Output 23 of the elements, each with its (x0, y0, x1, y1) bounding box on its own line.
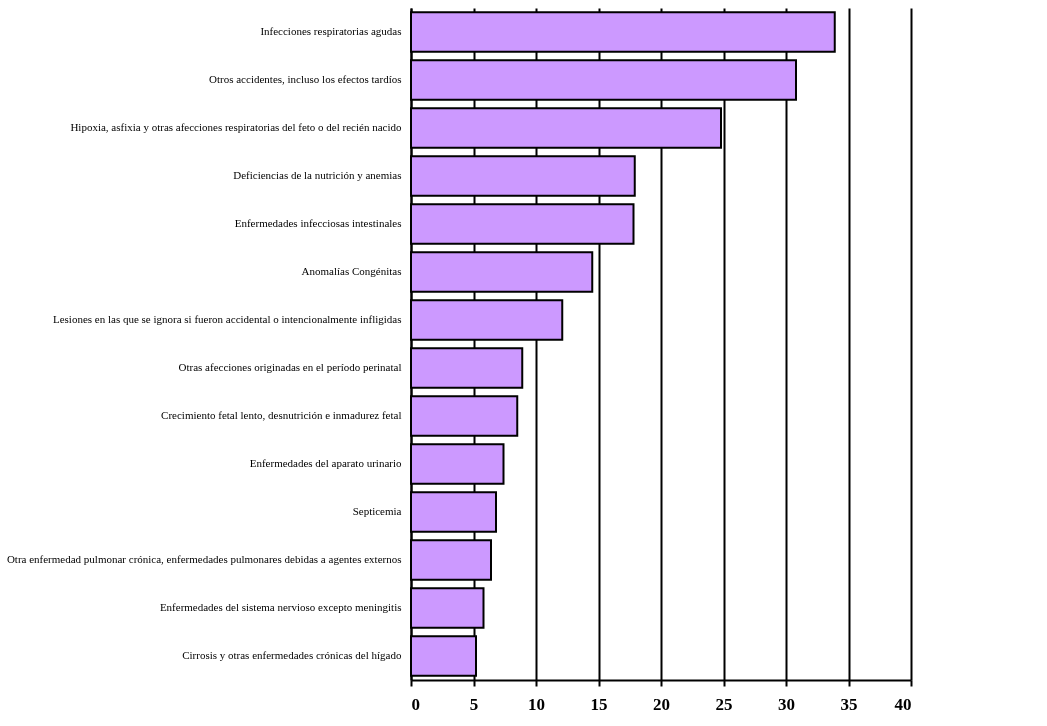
y-tick-label: Anomalías Congénitas (301, 265, 402, 277)
y-tick-label: Otra enfermedad pulmonar crónica, enfermedades pulmonares debidas a agentes externos (6, 553, 402, 565)
y-tick-label: Enfermedades del sistema nervioso excepto meningitis (159, 601, 402, 613)
y-tick-label: Enfermedades infecciosas intestinales (234, 217, 402, 229)
x-tick-label: 15 (590, 694, 608, 714)
y-tick-label: Hipoxia, asfixia y otras afecciones respiratorias del feto o del recién nacido (70, 121, 402, 133)
x-tick-label: 0 (411, 694, 420, 714)
x-tick-label: 30 (778, 694, 795, 714)
y-tick-label: Cirrosis y otras enfermedades crónicas del hígado (182, 649, 402, 661)
y-tick-label: Otras afecciones originadas en el período perinatal (178, 361, 402, 373)
y-tick-label: Infecciones respiratorias agudas (260, 25, 402, 37)
y-tick-label: Otros accidentes, incluso los efectos tardíos (209, 73, 402, 85)
y-tick-label: Lesiones en las que se ignora si fueron accidental o intencionalmente infligidas (52, 313, 402, 325)
x-tick-label: 5 (469, 694, 479, 714)
x-tick-label: 40 (894, 694, 912, 714)
x-tick-label: 10 (528, 694, 545, 714)
y-tick-label: Enfermedades del aparato urinario (249, 457, 402, 469)
y-tick-label: Deficiencias de la nutrición y anemias (233, 169, 402, 181)
x-tick-label: 25 (715, 694, 733, 714)
y-tick-label: Crecimiento fetal lento, desnutrición e inmadurez fetal (161, 409, 402, 421)
y-tick-label: Septicemia (352, 505, 402, 517)
x-tick-label: 20 (653, 694, 670, 714)
x-tick-label: 35 (840, 694, 858, 714)
